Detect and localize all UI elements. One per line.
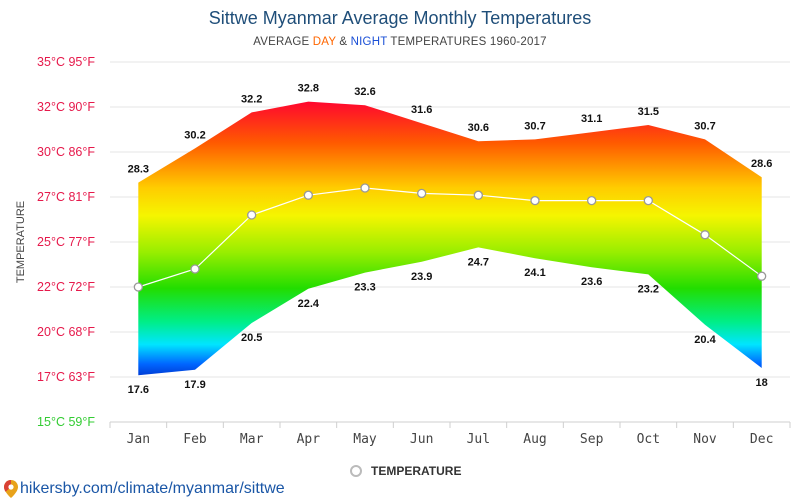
y-tick-label: 22°C 72°F — [37, 280, 95, 294]
x-tick-label: Apr — [297, 432, 321, 447]
night-value-label: 20.4 — [694, 334, 716, 346]
night-value-label: 24.1 — [524, 267, 545, 279]
day-value-label: 28.6 — [751, 158, 772, 170]
y-tick-label: 15°C 59°F — [37, 415, 95, 429]
x-tick-label: Jun — [410, 432, 433, 447]
average-temperature-line — [133, 183, 767, 292]
subtitle-amp: & — [335, 36, 351, 48]
day-value-label: 31.6 — [411, 104, 432, 116]
x-tick-label: Nov — [693, 432, 717, 447]
x-tick-label: Oct — [637, 432, 660, 447]
legend-label: TEMPERATURE — [371, 464, 462, 478]
day-value-label: 32.6 — [354, 86, 375, 98]
y-axis-ticks: 35°C 95°F 32°C 90°F 30°C 86°F 27°C 81°F 25°C… — [37, 55, 95, 429]
average-point[interactable] — [587, 195, 597, 206]
average-point[interactable] — [700, 230, 710, 240]
chart-title: Sittwe Myanmar Average Monthly Temperatu… — [208, 8, 592, 28]
night-value-label: 23.9 — [411, 271, 432, 283]
night-value-label: 23.6 — [581, 276, 602, 288]
x-tick-label: Feb — [183, 432, 207, 447]
night-value-label: 18 — [756, 377, 768, 389]
map-pin-icon — [4, 480, 18, 498]
day-value-label: 30.7 — [524, 120, 545, 132]
temperature-range-area — [138, 101, 762, 376]
average-line — [138, 187, 763, 288]
average-point[interactable] — [190, 264, 200, 274]
day-value-label: 30.6 — [468, 122, 489, 134]
average-point[interactable] — [417, 188, 427, 199]
subtitle-prefix: AVERAGE — [253, 36, 313, 48]
x-tick-label: May — [353, 432, 377, 447]
day-value-label: 31.1 — [581, 113, 602, 125]
average-point[interactable] — [303, 190, 313, 200]
x-tick-label: Mar — [240, 432, 264, 447]
source-link[interactable]: hikersby.com/climate/myanmar/sittwe — [4, 480, 285, 498]
y-tick-label: 32°C 90°F — [37, 100, 95, 114]
x-tick-label: Sep — [580, 432, 604, 447]
average-point[interactable] — [247, 210, 257, 220]
x-axis-ticks: Jan Feb Mar Apr May Jun Jul Aug Sep Oct Nov Dec — [109, 421, 791, 447]
average-point[interactable] — [133, 282, 143, 292]
x-tick-label: Jan — [127, 432, 150, 447]
day-value-label: 28.3 — [128, 164, 149, 176]
chart-legend[interactable]: TEMPERATURE — [350, 464, 461, 478]
x-tick-label: Dec — [750, 432, 773, 447]
subtitle-day: DAY — [312, 36, 336, 48]
y-axis-label: TEMPERATURE — [15, 201, 27, 283]
average-point[interactable] — [643, 195, 653, 206]
legend-circle-icon — [350, 465, 362, 477]
y-tick-label: 35°C 95°F — [37, 55, 95, 69]
day-value-label: 32.8 — [298, 83, 319, 95]
subtitle-night: NIGHT — [350, 36, 388, 48]
x-tick-label: Aug — [523, 432, 546, 447]
day-value-label: 30.7 — [694, 120, 715, 132]
average-point[interactable] — [530, 195, 540, 206]
subtitle-suffix: TEMPERATURES 1960-2017 — [387, 36, 547, 48]
y-tick-label: 30°C 86°F — [37, 145, 95, 159]
chart-subtitle: AVERAGE DAY & NIGHT TEMPERATURES 1960-20… — [0, 36, 800, 48]
average-point[interactable] — [473, 190, 483, 200]
night-value-label: 23.2 — [638, 283, 659, 295]
x-tick-label: Jul — [467, 432, 490, 447]
night-value-label: 22.4 — [298, 298, 320, 310]
y-tick-label: 20°C 68°F — [37, 325, 95, 339]
y-tick-label: 25°C 77°F — [37, 235, 95, 249]
y-tick-label: 27°C 81°F — [37, 190, 95, 204]
source-text[interactable]: hikersby.com/climate/myanmar/sittwe — [20, 480, 285, 497]
data-labels: 28.3 30.2 32.2 32.8 32.6 31.6 30.6 30.7 31.1 31.5… — [128, 83, 773, 397]
y-tick-label: 17°C 63°F — [37, 370, 95, 384]
average-point[interactable] — [757, 271, 767, 281]
night-value-label: 17.6 — [128, 384, 149, 396]
night-value-label: 23.3 — [354, 282, 375, 294]
day-value-label: 32.2 — [241, 93, 262, 105]
day-night-range-band — [138, 101, 762, 376]
average-point[interactable] — [360, 183, 370, 193]
day-value-label: 31.5 — [638, 106, 659, 118]
night-value-label: 17.9 — [184, 379, 205, 391]
night-value-label: 20.5 — [241, 332, 262, 344]
day-value-label: 30.2 — [184, 129, 205, 141]
night-value-label: 24.7 — [468, 256, 489, 268]
